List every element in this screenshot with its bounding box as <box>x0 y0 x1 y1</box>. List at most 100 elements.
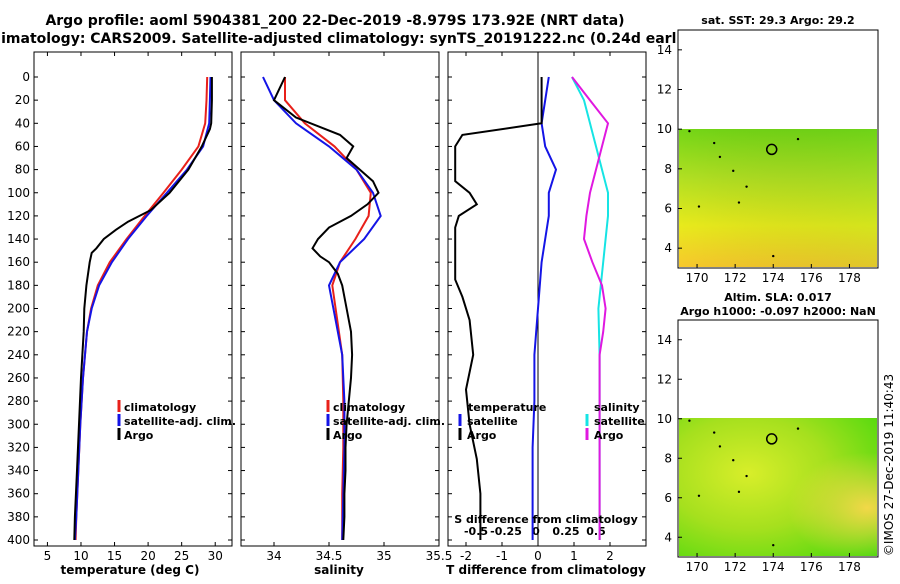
island-mark <box>712 431 716 434</box>
legend-label-climatology: climatology <box>333 401 405 414</box>
ytick-label: 320 <box>7 440 30 454</box>
ytick-label: 100 <box>7 186 30 200</box>
legend-label-satellite-adj: satellite-adj. clim. <box>124 415 236 428</box>
map-xtick-label: 176 <box>800 271 823 285</box>
temperature-plot: 0 20 40 60 80 100 120 140 160 180 200 220 240 260 280 3… <box>7 51 233 563</box>
series-line-satellite-adj-clim- <box>262 76 382 541</box>
map-ytick-label: 12 <box>657 372 672 386</box>
ytick-label: 240 <box>7 348 30 362</box>
ytick-label: 400 <box>7 533 30 547</box>
ytick-label: 200 <box>7 302 30 316</box>
map-xtick-label: 174 <box>762 271 785 285</box>
map-ytick-label: 6 <box>664 202 672 216</box>
legend-label-satellite-adj: satellite-adj. clim. <box>333 415 445 428</box>
xtick-label: 34 <box>266 549 281 563</box>
legend-title-temperature: temperature <box>468 401 546 414</box>
salinity-xlabel: salinity <box>314 563 364 577</box>
difference-xlabel: T difference from climatology <box>446 563 646 577</box>
ytick-label: 160 <box>7 255 30 269</box>
legend-label-temp-argo: Argo <box>467 429 497 442</box>
map-xtick-label: 174 <box>762 560 785 574</box>
series-line-salinity-argo <box>571 76 610 540</box>
ytick-label: 380 <box>7 510 30 524</box>
altimetry-map: 170 172 174 176 178 4 6 8 10 12 14 <box>657 319 879 574</box>
ytick-label: 220 <box>7 325 30 339</box>
series-line-temperature-satellite <box>531 76 558 540</box>
island-mark <box>732 169 735 173</box>
island-mark <box>732 459 735 462</box>
map-ytick-label: 8 <box>664 451 672 465</box>
island-mark <box>718 155 722 159</box>
map-xtick-label: 172 <box>724 271 747 285</box>
top-xtick-label: 0.5 <box>586 525 606 538</box>
map-ytick-label: 6 <box>664 491 672 505</box>
top-xtick-label: 0.25 <box>552 525 579 538</box>
legend-label-sal-satellite: satellite <box>594 415 645 428</box>
ytick-label: 0 <box>22 70 30 84</box>
top-xtick-label: 0 <box>532 525 540 538</box>
map-xtick-label: 178 <box>838 271 861 285</box>
xtick-label: 35.5 <box>426 549 453 563</box>
legend-label-argo: Argo <box>333 429 363 442</box>
xtick-label: -1 <box>496 549 508 563</box>
temperature-xlabel: temperature (deg C) <box>61 563 200 577</box>
island-mark <box>796 137 800 141</box>
ytick-label: 20 <box>15 93 30 107</box>
island-mark <box>697 205 701 208</box>
series-line-argo <box>272 76 380 541</box>
island-mark <box>745 474 748 478</box>
argo-location-marker <box>765 143 778 156</box>
xtick-label: -2 <box>460 549 472 563</box>
ytick-label: 140 <box>7 232 30 246</box>
map-ytick-label: 14 <box>657 333 672 347</box>
top-xtick-label: -0.25 <box>490 525 522 538</box>
island-mark <box>772 543 775 547</box>
legend-title-salinity: salinity <box>594 401 640 414</box>
argo-location-marker <box>765 433 778 445</box>
map-ytick-label: 8 <box>664 162 672 176</box>
legend-label-sal-argo: Argo <box>594 429 624 442</box>
island-mark <box>697 494 701 497</box>
series-line-climatology <box>284 77 372 540</box>
ytick-label: 80 <box>15 163 30 177</box>
altimetry-title-line1: Altim. SLA: 0.017 <box>724 291 831 304</box>
legend-label-climatology: climatology <box>124 401 196 414</box>
map-ytick-label: 14 <box>657 43 672 57</box>
xtick-label: 0 <box>534 549 542 563</box>
map-ytick-label: 12 <box>657 83 672 97</box>
difference-plot: -2 -1 0 1 2 -0.5 -0.25 0 0.25 0.5 <box>447 51 647 563</box>
island-mark <box>796 427 800 430</box>
xtick-label: 34.5 <box>316 549 343 563</box>
copyright-stamp: ©IMOS 27-Dec-2019 11:40:43 <box>882 374 896 556</box>
map-xtick-label: 170 <box>686 271 709 285</box>
map-xtick-label: 170 <box>686 560 709 574</box>
ytick-label: 120 <box>7 209 30 223</box>
ytick-label: 180 <box>7 278 30 292</box>
xtick-label: 5 <box>44 549 52 563</box>
salinity-legend: climatology satellite-adj. clim. Argo <box>326 400 445 442</box>
ytick-label: 40 <box>15 116 30 130</box>
map-ytick-label: 10 <box>657 122 672 136</box>
sst-map: 170 172 174 176 178 4 6 8 10 12 14 <box>657 29 879 285</box>
island-mark <box>718 445 722 448</box>
map-ytick-label: 4 <box>664 530 672 544</box>
ytick-label: 300 <box>7 417 30 431</box>
top-xtick-label: -0.5 <box>464 525 488 538</box>
ytick-label: 340 <box>7 464 30 478</box>
ytick-label: 280 <box>7 394 30 408</box>
island-mark <box>737 201 741 204</box>
map-ytick-label: 4 <box>664 241 672 255</box>
temperature-legend: climatology satellite-adj. clim. Argo <box>117 400 236 442</box>
sst-map-title: sat. SST: 29.3 Argo: 29.2 <box>701 14 854 27</box>
map-xtick-label: 178 <box>838 560 861 574</box>
xtick-label: 25 <box>174 549 189 563</box>
xtick-label: 20 <box>140 549 155 563</box>
xtick-label: 1 <box>570 549 578 563</box>
series-line-argo <box>73 77 213 541</box>
altimetry-title-line2: Argo h1000: -0.097 h2000: NaN <box>680 305 876 318</box>
xtick-label: 10 <box>73 549 88 563</box>
difference-legend: temperature satellite Argo salinity sate… <box>458 401 645 442</box>
map-xtick-label: 172 <box>724 560 747 574</box>
salinity-plot: 34 34.5 35 35.5 <box>240 51 453 563</box>
